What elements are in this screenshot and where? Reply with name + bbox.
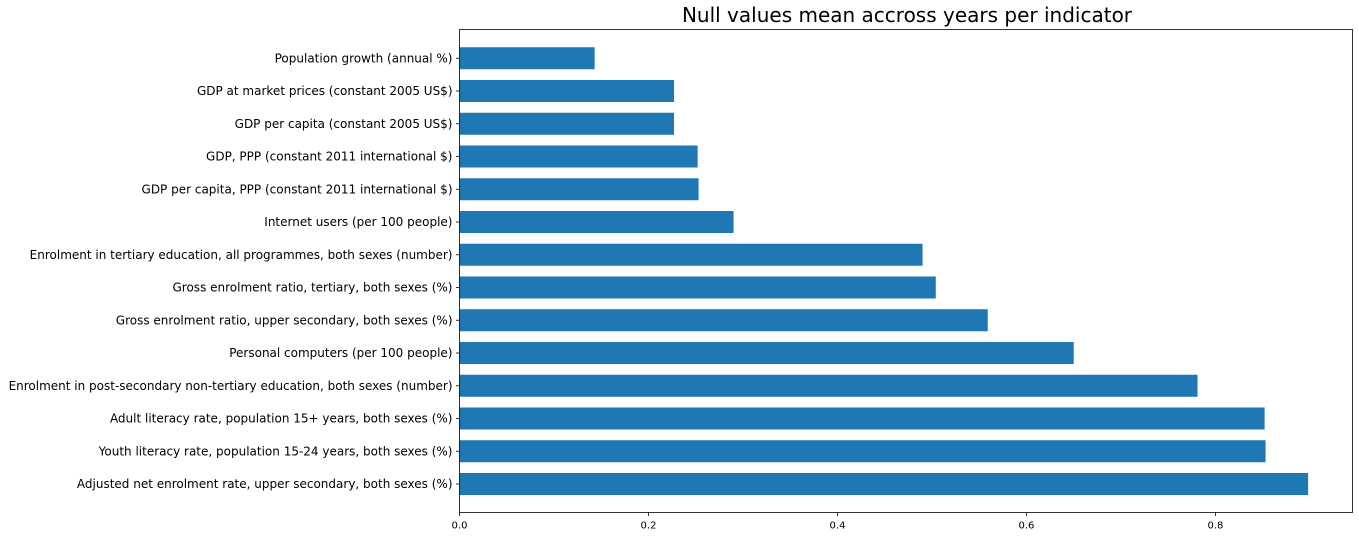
bar [459,440,1266,463]
category-label: Population growth (annual %) [275,51,453,65]
category-label: GDP at market prices (constant 2005 US$) [197,84,453,98]
plot-frame [459,29,1353,513]
bar [459,309,988,332]
bar [459,112,675,135]
category-label: GDP per capita, PPP (constant 2011 inter… [142,182,453,196]
bars-group [459,47,1309,495]
category-label: GDP, PPP (constant 2011 international $) [206,150,452,164]
bar [459,407,1265,430]
category-label: Adjusted net enrolment rate, upper secon… [77,477,453,491]
x-tick-label: 0.2 [641,521,657,532]
x-tick-label: 0.4 [830,521,846,532]
x-tick-label: 0.0 [452,521,468,532]
x-tick-label: 0.8 [1208,521,1224,532]
bar [459,374,1198,397]
bar [459,80,675,102]
bar [459,47,595,70]
category-label: Gross enrolment ratio, tertiary, both se… [173,281,453,295]
category-label: Enrolment in post-secondary non-tertiary… [9,379,453,393]
category-label: Adult literacy rate, population 15+ year… [110,412,453,426]
category-label: Enrolment in tertiary education, all pro… [30,248,453,262]
category-labels: Adjusted net enrolment rate, upper secon… [9,51,460,491]
bar [459,473,1309,495]
x-axis-ticks: 0.0 0.2 0.4 0.6 0.8 [452,512,1224,532]
bar [459,211,734,233]
category-label: Personal computers (per 100 people) [229,346,452,360]
x-tick-label: 0.6 [1019,521,1035,532]
category-label: Youth literacy rate, population 15-24 ye… [98,444,453,458]
bar [459,276,936,299]
bar [459,342,1074,364]
bar [459,145,698,168]
bar [459,178,699,201]
category-label: GDP per capita (constant 2005 US$) [235,117,453,131]
chart-title: Null values mean accross years per indic… [682,3,1133,27]
bar [459,243,923,266]
category-label: Gross enrolment ratio, upper secondary, … [116,313,453,327]
category-label: Internet users (per 100 people) [264,215,452,229]
